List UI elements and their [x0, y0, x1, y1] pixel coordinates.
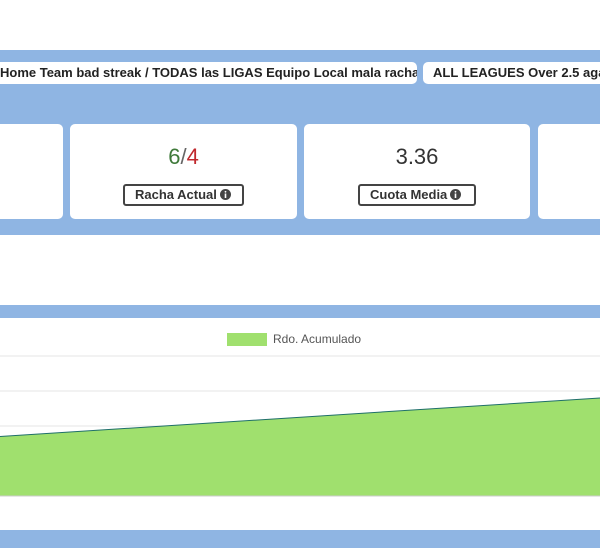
- card: 6/4 Racha Actual: [70, 124, 297, 219]
- chart: Rdo. Acumulado: [0, 332, 600, 497]
- button-label: Racha Actual: [135, 187, 217, 202]
- line: [0, 397, 600, 437]
- info-button[interactable]: Racha Actual: [123, 184, 244, 206]
- area: [0, 398, 600, 496]
- card: 3.36 Cuota Media: [304, 124, 530, 219]
- chart-panel: Rdo. Acumulado: [0, 318, 600, 530]
- average-odds: 3.36: [395, 144, 439, 169]
- chart-band: [0, 305, 600, 318]
- button-label: Cuota Media: [370, 187, 448, 202]
- card: [0, 124, 63, 219]
- separator: /: [180, 144, 187, 169]
- info-button[interactable]: Cuota Media: [358, 184, 476, 206]
- tab[interactable]: ALL LEAGUES Over 2.5 aga: [423, 62, 600, 84]
- card: [538, 124, 600, 219]
- footer-band: [0, 530, 600, 548]
- info-icon: [450, 189, 462, 200]
- info-icon: [219, 189, 231, 200]
- legend-swatch: [227, 333, 267, 346]
- legend-label: Rdo. Acumulado: [273, 332, 361, 346]
- streak-value: 6/4: [70, 144, 297, 170]
- tab[interactable]: Home Team bad streak / TODAS las LIGAS E…: [0, 62, 417, 84]
- streak-won: 6: [168, 144, 181, 169]
- streak-lost: 4: [186, 144, 199, 169]
